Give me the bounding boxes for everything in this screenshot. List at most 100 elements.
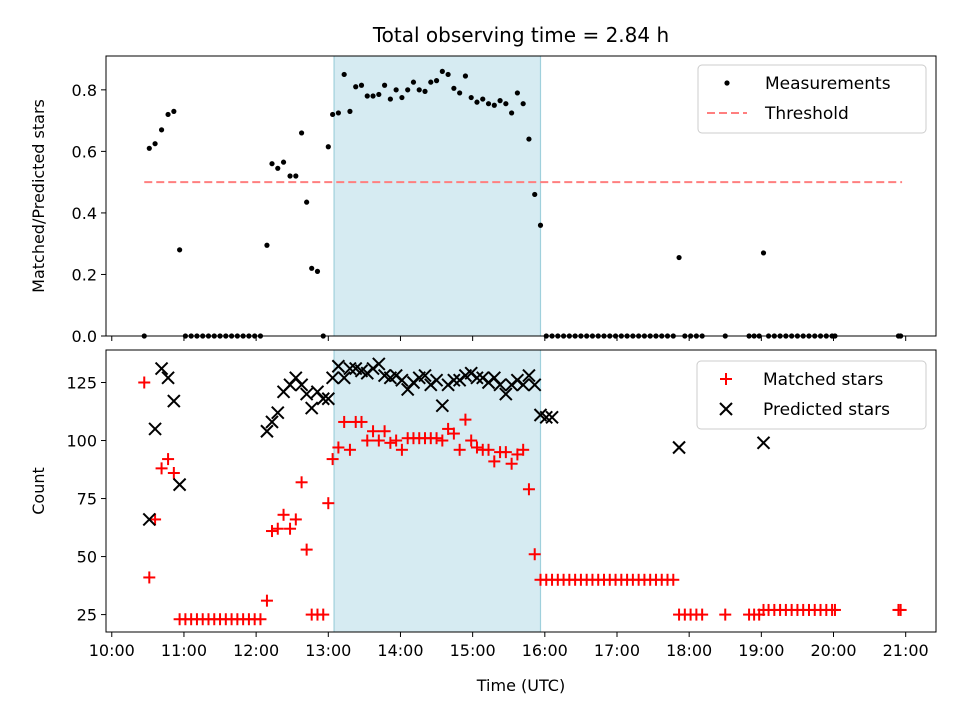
measurement-point [353,84,359,90]
measurement-point [451,85,457,91]
predicted-point [142,512,157,527]
matched-point [284,522,297,535]
measurement-point [347,108,353,114]
predicted-point [294,378,309,392]
matched-point [453,443,466,456]
measurement-point [520,101,526,107]
matched-point [271,522,284,535]
matched-point [317,608,330,621]
measurement-point [526,136,532,142]
matched-point [894,603,907,616]
measurement-point [457,90,463,96]
x-tick-label: 14:00 [377,641,423,660]
predicted-point [447,373,461,387]
predicted-point [260,424,274,438]
ratio-x-ticks [111,336,907,341]
measurement-point [381,82,388,88]
matched-point [384,436,397,449]
matched-point [390,434,403,447]
measurement-point [264,242,270,248]
predicted-point [167,394,181,408]
predicted-point [516,378,530,392]
measurement-point [509,110,515,116]
matched-point [138,376,151,389]
matched-point [372,434,385,447]
legend-measurements-marker [724,80,730,86]
predicted-point [418,368,432,383]
legend-matched-label: Matched stars [763,370,883,390]
y-tick-label: 0.2 [72,265,97,284]
measurement-point [514,90,520,96]
measurement-point [480,96,486,102]
count-legend: Matched stars Predicted stars [696,360,927,430]
matched-point [167,467,180,480]
legend-measurements-label: Measurements [765,74,891,94]
measurement-point [474,99,480,105]
measurement-point [433,78,440,84]
ratio-legend: Measurements Threshold [697,64,927,134]
matched-point [447,427,460,440]
matched-point [295,476,308,489]
measurement-point [152,141,158,147]
predicted-point [321,392,336,406]
measurement-point [293,173,299,179]
matched-point [338,415,351,428]
measurement-point [422,88,428,94]
matched-point [254,613,267,626]
y-tick-label: 0.0 [72,327,97,346]
measurement-point [177,247,183,253]
measurement-point [760,250,767,256]
measurement-point [393,87,399,93]
predicted-point [528,378,542,392]
ratio-y-axis: 0.0 0.2 0.4 0.6 0.8 [72,81,106,346]
measurement-point [410,79,417,85]
matched-point [459,413,472,426]
count-y-axis: 25 50 75 100 125 [66,373,106,625]
matched-point [517,443,530,456]
matched-point [289,513,302,526]
predicted-point [172,477,187,492]
predicted-point [672,440,686,455]
predicted-point [372,357,386,371]
measurement-point [399,94,405,101]
matched-point [430,432,443,445]
predicted-point [435,398,450,413]
x-tick-label: 10:00 [89,641,135,660]
predicted-point [493,378,507,392]
matched-point [361,434,374,447]
matched-point [528,548,541,561]
y-tick-label: 75 [77,490,97,509]
matched-point [326,453,339,466]
measurement-point [330,111,336,118]
measurement-point [171,108,177,114]
measurement-point [497,98,503,104]
matched-point [395,443,408,456]
measurement-point [358,82,365,88]
predicted-point [161,371,175,385]
matched-point [522,483,535,496]
measurement-point [269,161,275,167]
y-tick-label: 100 [66,432,97,451]
x-tick-label: 16:00 [522,641,568,660]
x-axis: 10:00 11:00 12:00 13:00 14:00 15:00 16:00 17:00… [89,632,929,660]
measurement-point [416,87,422,93]
count-panel: 25 50 75 100 125 10:00 11:00 12:00 13:00 14:00 15… [29,349,937,695]
x-tick-label: 19:00 [738,641,784,660]
measurement-point [335,110,341,116]
measurement-point [364,93,370,99]
matched-point [162,453,175,466]
ratio-panel-shade [334,56,541,336]
measurement-point [376,91,382,98]
measurement-point [485,101,492,107]
predicted-point [337,371,351,385]
predicted-point [299,387,314,401]
matched-point [343,443,356,456]
legend-predicted-marker [719,402,733,416]
matched-point [505,457,518,470]
predicted-point [429,373,444,387]
predicted-stars-series [142,357,771,527]
matched-point [465,434,478,447]
y-tick-label: 25 [77,606,97,625]
measurement-point [298,130,305,136]
predicted-point [343,361,357,376]
